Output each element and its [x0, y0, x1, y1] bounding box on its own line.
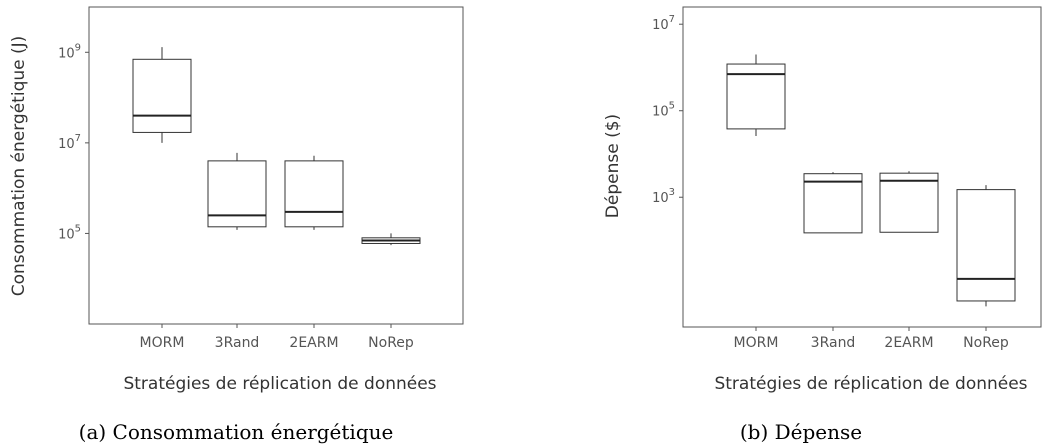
panel-a-y-tick-exponent: 7	[75, 133, 81, 144]
panel-a-y-tick-label: 107	[58, 133, 81, 152]
panel-a-marks	[132, 47, 421, 246]
panel-b-x-tick-label: 3Rand	[811, 335, 856, 351]
panel-a-y-tick-label: 105	[58, 223, 81, 242]
panel-b-x-tick-label: NoRep	[963, 335, 1009, 351]
panel-b-y-tick-label: 107	[652, 14, 675, 33]
panel-a-x-axis-label: Stratégies de réplication de données	[123, 374, 436, 394]
box-iqr	[132, 58, 192, 133]
panel-a-box-3rand	[207, 152, 267, 230]
panel-a-box-norep	[361, 233, 421, 246]
box-iqr	[803, 173, 863, 234]
panel-a-y-tick-exponent: 9	[75, 42, 81, 53]
panel-a-plot-border	[88, 6, 464, 325]
panel-b-y-tick-base: 10	[652, 18, 669, 33]
panel-b-box-2earm	[879, 171, 939, 233]
panel-b-x-tick-label: MORM	[734, 335, 779, 351]
panel-b-plot-border	[682, 6, 1042, 328]
panel-b-y-tick-exponent: 3	[669, 187, 675, 198]
panel-b-y-tick-exponent: 5	[669, 101, 675, 112]
panel-a-x-tick-label: NoRep	[368, 335, 414, 351]
panel-b-x-axis-label: Stratégies de réplication de données	[714, 374, 1027, 394]
panel-b-y-axis-label: Dépense ($)	[603, 114, 623, 218]
panel-a-y-axis-label: Consommation énergétique (J)	[9, 36, 29, 297]
panel-a-x-tick-label: 3Rand	[215, 335, 260, 351]
panel-b-y-tick-label: 105	[652, 101, 675, 120]
panel-b-box-norep	[956, 185, 1016, 307]
panel-a-x-ticks: MORM 3Rand 2EARM NoRep	[140, 324, 414, 351]
panel-a-y-tick-exponent: 5	[75, 223, 81, 234]
box-iqr	[956, 189, 1016, 302]
panel-b-x-tick-label: 2EARM	[884, 335, 933, 351]
box-iqr	[207, 160, 267, 228]
panel-b-x-ticks: MORM 3Rand 2EARM NoRep	[734, 327, 1009, 351]
panel-a-x-tick-label: 2EARM	[289, 335, 338, 351]
box-iqr	[284, 160, 344, 228]
panel-a-x-tick-label: MORM	[140, 335, 185, 351]
panel-b-y-tick-base: 10	[652, 105, 669, 120]
panel-b-y-tick-exponent: 7	[669, 14, 675, 25]
panel-b-y-tick-label: 103	[652, 187, 675, 206]
panel-a-caption: (a) Consommation énergétique	[79, 420, 394, 444]
panel-b-caption: (b) Dépense	[740, 420, 862, 444]
panel-a-box-2earm	[284, 155, 344, 230]
panel-b-y-tick-base: 10	[652, 191, 669, 206]
panel-a-y-tick-label: 109	[58, 42, 81, 61]
panel-b-box-3rand	[803, 172, 863, 234]
panel-b-marks	[726, 54, 1016, 307]
panel-b-box-morm	[726, 54, 786, 137]
panel-a-y-tick-base: 10	[58, 227, 75, 242]
box-iqr	[879, 172, 939, 233]
panel-a-y-tick-base: 10	[58, 46, 75, 61]
panel-a-y-tick-base: 10	[58, 137, 75, 152]
panel-a-box-morm	[132, 47, 192, 143]
